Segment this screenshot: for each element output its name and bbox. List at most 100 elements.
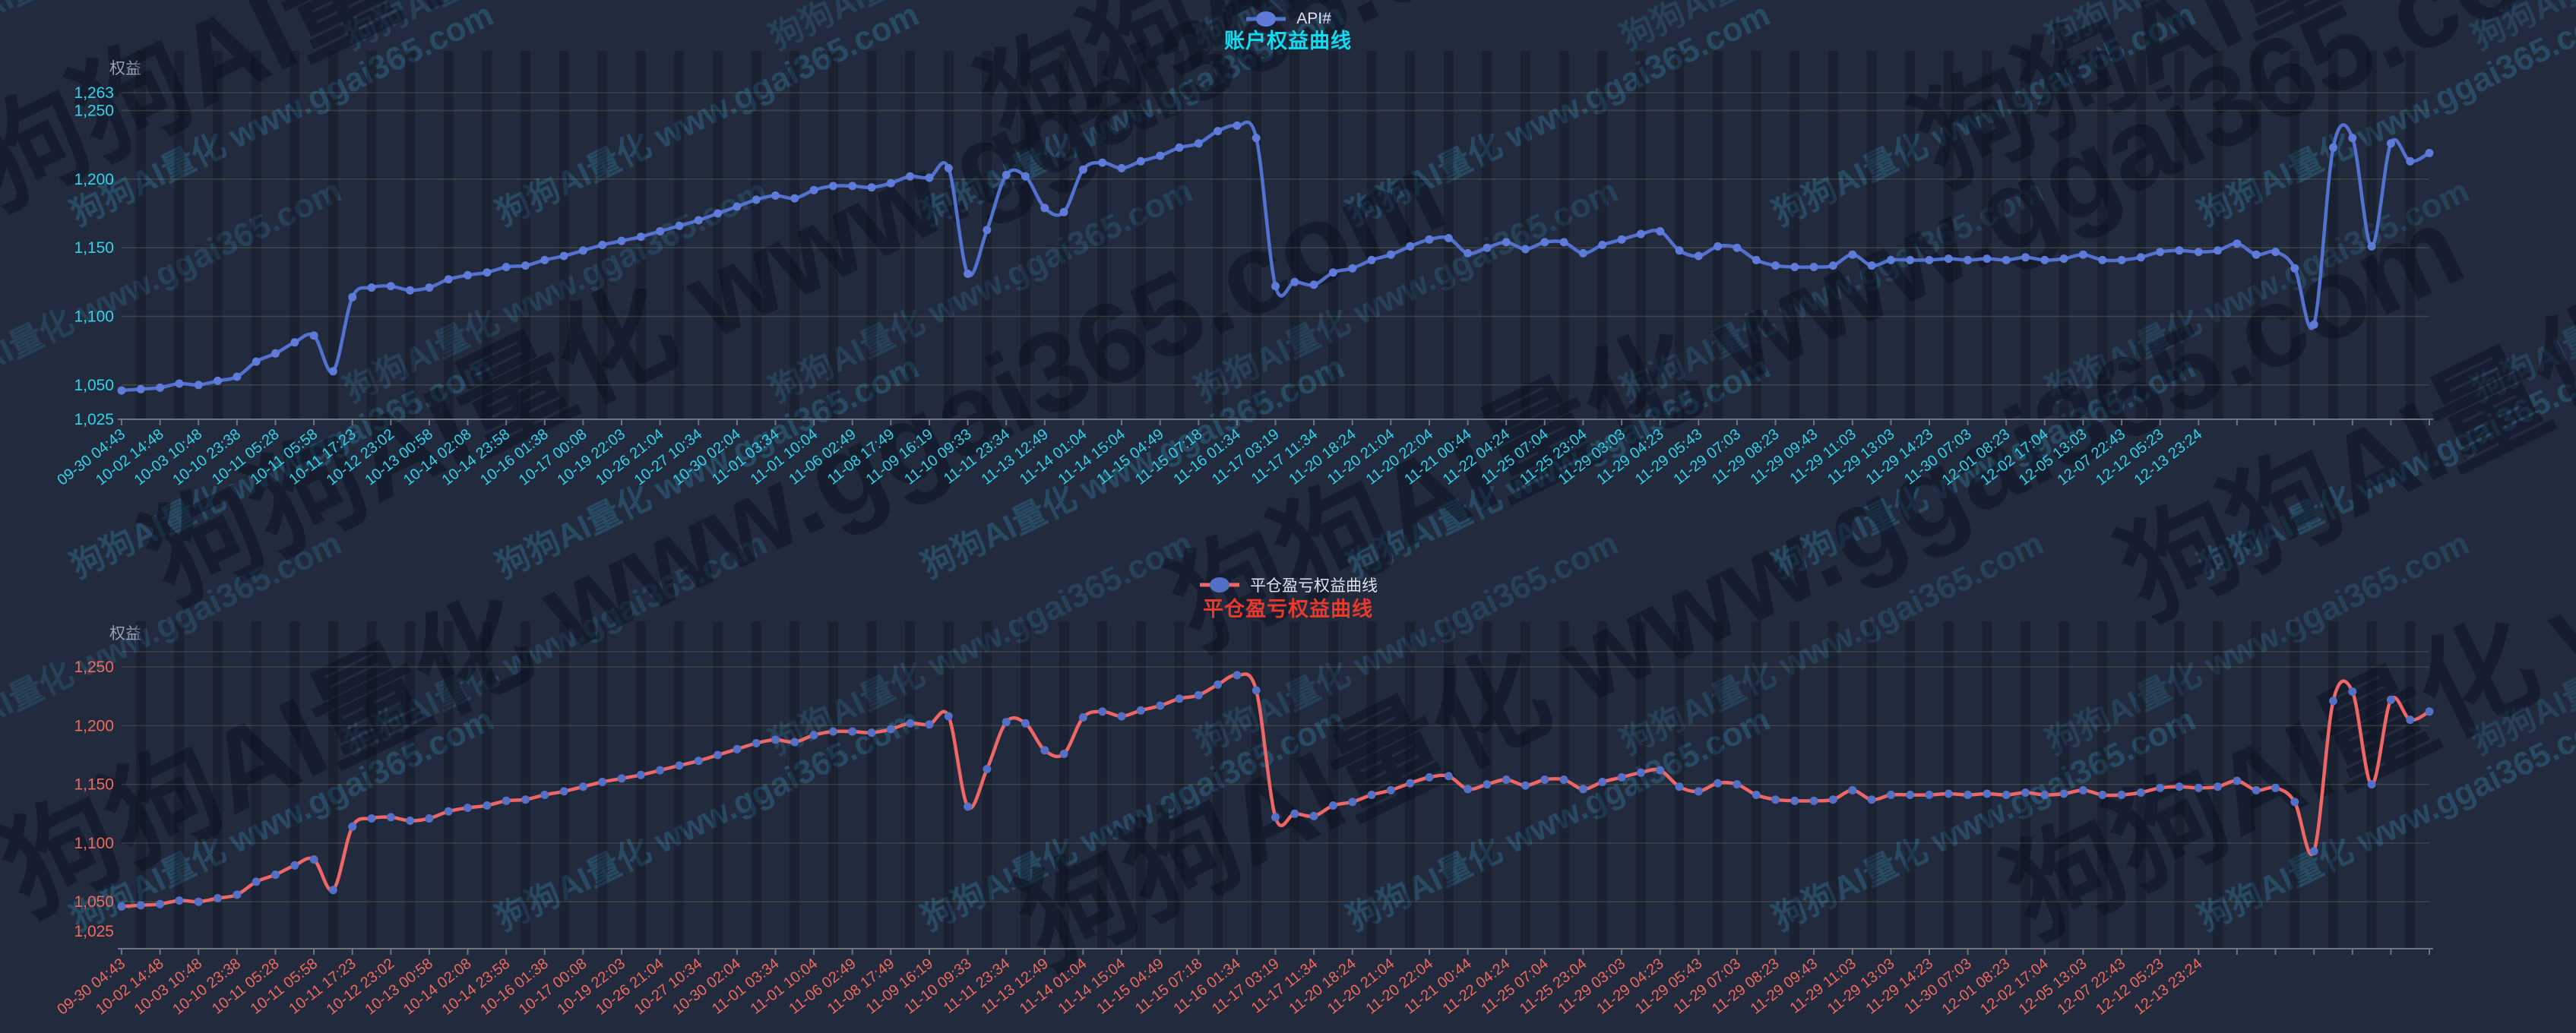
- data-point[interactable]: [1925, 791, 1934, 799]
- data-point[interactable]: [2425, 149, 2434, 157]
- data-point[interactable]: [598, 241, 607, 249]
- data-point[interactable]: [2002, 791, 2011, 799]
- data-point[interactable]: [444, 275, 453, 284]
- data-point[interactable]: [1175, 143, 1184, 152]
- data-point[interactable]: [925, 173, 934, 182]
- data-point[interactable]: [2175, 246, 2184, 255]
- data-point[interactable]: [1252, 134, 1261, 143]
- data-point[interactable]: [2309, 847, 2318, 856]
- data-point[interactable]: [1906, 791, 1915, 799]
- data-point[interactable]: [559, 251, 568, 261]
- data-point[interactable]: [136, 901, 145, 910]
- data-point[interactable]: [886, 725, 895, 734]
- data-point[interactable]: [1656, 227, 1665, 235]
- data-point[interactable]: [1425, 235, 1434, 244]
- data-point[interactable]: [925, 720, 934, 729]
- data-point[interactable]: [1367, 791, 1376, 799]
- data-point[interactable]: [1098, 707, 1107, 716]
- data-point[interactable]: [1156, 151, 1165, 160]
- data-point[interactable]: [617, 774, 626, 783]
- data-point[interactable]: [1733, 243, 1742, 252]
- data-point[interactable]: [1002, 170, 1011, 179]
- data-point[interactable]: [983, 226, 992, 235]
- data-point[interactable]: [2136, 253, 2145, 262]
- data-point[interactable]: [1194, 690, 1203, 700]
- data-point[interactable]: [1752, 791, 1761, 799]
- data-point[interactable]: [1809, 263, 1818, 271]
- data-point[interactable]: [444, 807, 453, 816]
- series-line-平仓盈亏权益曲线[interactable]: [119, 672, 2432, 908]
- data-point[interactable]: [156, 899, 165, 908]
- data-point[interactable]: [2136, 788, 2145, 797]
- data-point[interactable]: [2078, 785, 2087, 794]
- data-point[interactable]: [117, 902, 126, 911]
- data-point[interactable]: [1156, 701, 1165, 710]
- data-point[interactable]: [348, 822, 357, 831]
- legend-account-equity[interactable]: API#: [0, 8, 2576, 30]
- data-point[interactable]: [886, 178, 895, 188]
- data-point[interactable]: [521, 795, 530, 804]
- data-point[interactable]: [598, 778, 607, 786]
- data-point[interactable]: [1828, 261, 1837, 270]
- data-point[interactable]: [1636, 768, 1645, 777]
- data-point[interactable]: [1136, 706, 1145, 715]
- data-point[interactable]: [2059, 789, 2068, 798]
- data-point[interactable]: [271, 870, 280, 880]
- data-point[interactable]: [559, 787, 568, 796]
- data-point[interactable]: [1675, 782, 1684, 791]
- data-point[interactable]: [1694, 787, 1703, 796]
- data-point[interactable]: [1214, 680, 1223, 689]
- data-point[interactable]: [2098, 255, 2107, 264]
- data-point[interactable]: [1021, 172, 1030, 181]
- data-point[interactable]: [1540, 776, 1549, 784]
- data-point[interactable]: [328, 886, 337, 895]
- data-point[interactable]: [2194, 248, 2203, 257]
- data-point[interactable]: [675, 221, 684, 230]
- data-point[interactable]: [406, 817, 415, 825]
- data-point[interactable]: [733, 202, 742, 211]
- data-point[interactable]: [848, 182, 857, 191]
- data-point[interactable]: [1540, 238, 1549, 247]
- data-point[interactable]: [2367, 780, 2376, 789]
- data-point[interactable]: [136, 384, 145, 393]
- data-point[interactable]: [233, 890, 242, 899]
- data-point[interactable]: [540, 791, 549, 799]
- data-point[interactable]: [944, 712, 953, 721]
- data-point[interactable]: [1636, 229, 1645, 239]
- data-point[interactable]: [1714, 242, 1723, 251]
- data-point[interactable]: [271, 349, 280, 358]
- data-point[interactable]: [290, 861, 299, 870]
- data-point[interactable]: [194, 381, 203, 390]
- data-point[interactable]: [2021, 788, 2030, 797]
- account-equity-plot-area[interactable]: 1,0251,0501,1001,1501,2001,2501,26309-30…: [0, 0, 2576, 532]
- data-point[interactable]: [752, 739, 761, 747]
- data-point[interactable]: [1964, 255, 1973, 264]
- data-point[interactable]: [809, 731, 818, 740]
- data-point[interactable]: [1464, 785, 1473, 794]
- data-point[interactable]: [1444, 772, 1453, 781]
- data-point[interactable]: [636, 232, 645, 242]
- data-point[interactable]: [1906, 255, 1915, 264]
- data-point[interactable]: [1521, 245, 1530, 254]
- data-point[interactable]: [2271, 248, 2280, 257]
- data-point[interactable]: [1059, 207, 1068, 216]
- data-point[interactable]: [1617, 235, 1626, 244]
- data-point[interactable]: [1348, 798, 1357, 807]
- data-point[interactable]: [1328, 268, 1337, 277]
- data-point[interactable]: [2329, 143, 2337, 152]
- data-point[interactable]: [309, 855, 318, 864]
- data-point[interactable]: [694, 216, 703, 225]
- data-point[interactable]: [867, 183, 876, 192]
- data-point[interactable]: [1656, 766, 1665, 775]
- data-point[interactable]: [1521, 781, 1530, 790]
- data-point[interactable]: [790, 738, 799, 747]
- data-point[interactable]: [867, 728, 876, 738]
- data-point[interactable]: [656, 766, 665, 775]
- series-line-API#[interactable]: [119, 120, 2432, 393]
- data-point[interactable]: [2233, 239, 2242, 248]
- data-point[interactable]: [1944, 789, 1953, 798]
- data-point[interactable]: [1867, 261, 1876, 270]
- data-point[interactable]: [175, 379, 184, 388]
- data-point[interactable]: [1002, 718, 1011, 727]
- data-point[interactable]: [2425, 707, 2434, 716]
